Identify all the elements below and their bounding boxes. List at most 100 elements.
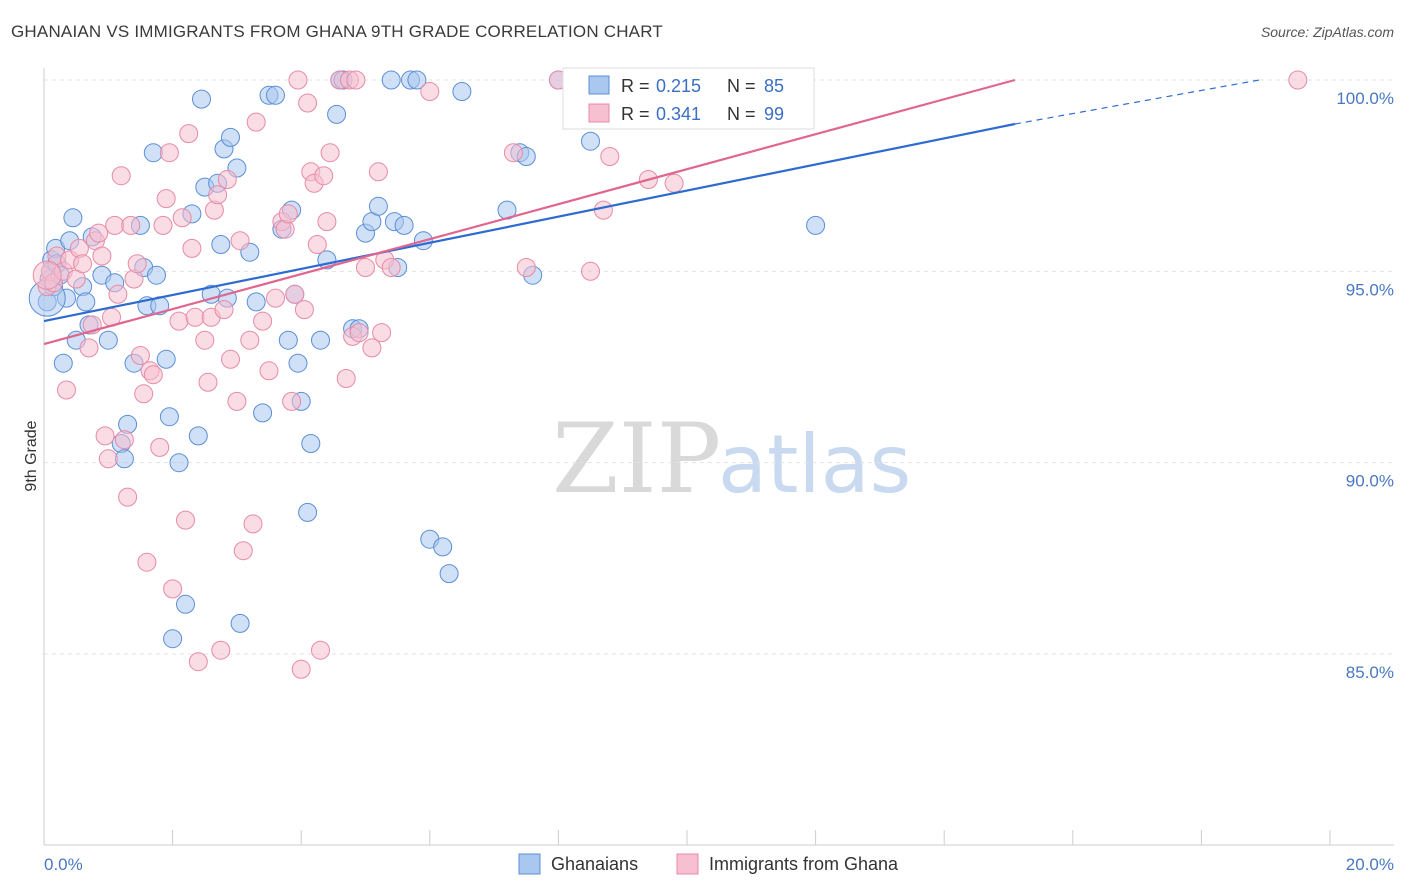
y-tick-label-95: 95.0% <box>1346 280 1394 299</box>
x-tick-label-min: 0.0% <box>44 855 83 874</box>
trend-line-ghanaians <box>43 122 1016 323</box>
data-point <box>233 541 253 561</box>
data-point <box>311 640 330 660</box>
data-point <box>394 215 414 235</box>
data-point <box>362 338 382 358</box>
data-point <box>381 258 401 277</box>
data-point <box>192 89 211 109</box>
legend-blue-r-label: R = <box>621 76 650 96</box>
data-point <box>127 254 147 274</box>
data-point <box>227 391 247 411</box>
data-point <box>118 487 138 507</box>
data-point <box>105 215 125 235</box>
data-point <box>314 166 334 186</box>
x-tick-marks <box>43 830 1331 845</box>
data-point <box>208 185 228 205</box>
data-point <box>179 124 199 144</box>
legend-blue-n-value: 85 <box>764 76 784 96</box>
data-point <box>98 449 118 469</box>
data-point <box>420 82 440 101</box>
data-point <box>147 265 166 285</box>
data-point <box>243 514 263 534</box>
y-tick-label-85: 85.0% <box>1346 663 1394 682</box>
data-point <box>356 258 375 277</box>
data-point <box>259 361 279 381</box>
data-point <box>307 235 327 254</box>
data-point <box>503 143 523 163</box>
data-point <box>516 258 536 277</box>
data-point-cluster <box>32 260 62 290</box>
data-point <box>63 208 83 228</box>
data-point <box>581 131 600 151</box>
data-point <box>806 215 826 235</box>
data-point <box>69 238 89 258</box>
data-point <box>320 143 340 163</box>
data-point <box>298 502 318 522</box>
data-point <box>95 426 115 446</box>
data-point <box>368 196 388 216</box>
gridlines <box>44 79 1394 655</box>
y-tick-labels: 85.0% 90.0% 95.0% 100.0% <box>1336 89 1394 682</box>
legend-box: R = 0.215 N = 85 R = 0.341 N = 99 <box>562 67 815 130</box>
data-point <box>221 349 240 369</box>
data-point <box>185 307 205 327</box>
legend-blue-n-label: N = <box>727 76 756 96</box>
bottom-legend-blue-label: Ghanaians <box>551 854 638 874</box>
data-point <box>172 208 192 228</box>
data-point <box>159 407 179 427</box>
data-point <box>291 659 311 679</box>
data-point <box>114 430 134 450</box>
data-point <box>298 93 318 113</box>
data-point <box>372 323 392 343</box>
trend-line-immigrants-from-ghana <box>43 78 1016 346</box>
bottom-legend-pink-label: Immigrants from Ghana <box>709 854 899 874</box>
data-point <box>336 369 356 388</box>
data-point <box>114 449 134 469</box>
chart-title: GHANAIAN VS IMMIGRANTS FROM GHANA 9TH GR… <box>11 22 663 41</box>
y-axis-label: 9th Grade <box>23 420 40 491</box>
data-point <box>452 82 472 101</box>
data-point <box>92 246 112 266</box>
data-point <box>581 261 600 281</box>
data-point <box>130 346 150 365</box>
data-point <box>111 166 131 186</box>
data-point <box>282 391 302 411</box>
watermark-atlas: atlas <box>718 418 911 511</box>
legend-pink-r-value: 0.341 <box>656 104 701 124</box>
data-point <box>327 104 347 124</box>
data-point <box>301 434 321 453</box>
data-point <box>381 70 401 90</box>
trend-line-ghanaians-extension <box>1014 79 1260 125</box>
data-point <box>76 292 96 312</box>
data-point <box>230 231 250 251</box>
data-point <box>317 212 337 232</box>
data-point <box>156 189 176 209</box>
data-point <box>169 311 189 331</box>
data-point <box>346 70 366 90</box>
legend-swatch-pink <box>588 103 610 123</box>
data-point <box>593 200 613 220</box>
series-immigrants-from-ghana <box>32 70 1308 679</box>
data-point <box>221 127 240 147</box>
data-point <box>57 380 76 400</box>
bottom-legend: Ghanaians Immigrants from Ghana <box>518 853 899 875</box>
data-point <box>153 215 173 235</box>
bottom-legend-swatch-blue <box>518 853 541 875</box>
data-point <box>266 288 285 308</box>
data-point <box>211 640 231 660</box>
data-point <box>253 311 273 331</box>
data-point <box>108 284 128 304</box>
data-point <box>266 85 285 105</box>
data-point <box>118 414 138 434</box>
data-point <box>98 330 118 350</box>
data-point <box>73 254 93 274</box>
data-point <box>278 330 298 350</box>
legend-pink-n-label: N = <box>727 104 756 124</box>
data-point <box>163 629 183 649</box>
data-point <box>124 269 144 289</box>
y-tick-label-90: 90.0% <box>1346 472 1394 491</box>
data-point <box>137 552 157 572</box>
data-point <box>288 353 308 373</box>
data-point <box>439 564 459 584</box>
